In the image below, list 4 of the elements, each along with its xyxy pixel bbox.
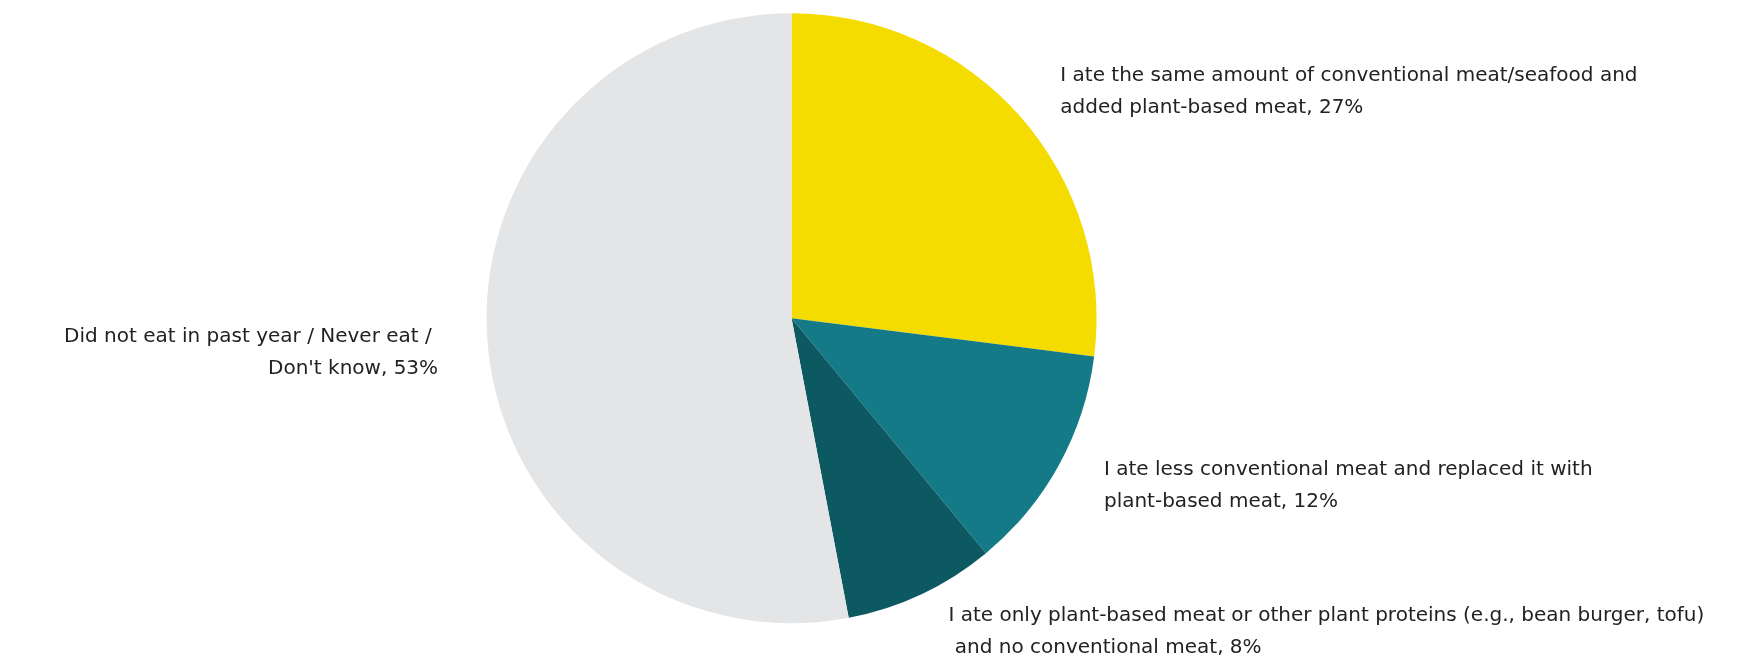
slice-label: Did not eat in past year / Never eat / Don't know, 53% xyxy=(64,322,439,379)
slice-label: I ate less conventional meat and replaced it with plant-based meat, 12% xyxy=(1103,456,1599,513)
slice-label: I ate only plant-based meat or other plant proteins (e.g., bean burger, tofu) and no conventional meat, 8% xyxy=(948,602,1705,658)
slice-label: I ate the same amount of conventional meat/seafood and added plant-based meat, 27% xyxy=(1060,62,1644,119)
